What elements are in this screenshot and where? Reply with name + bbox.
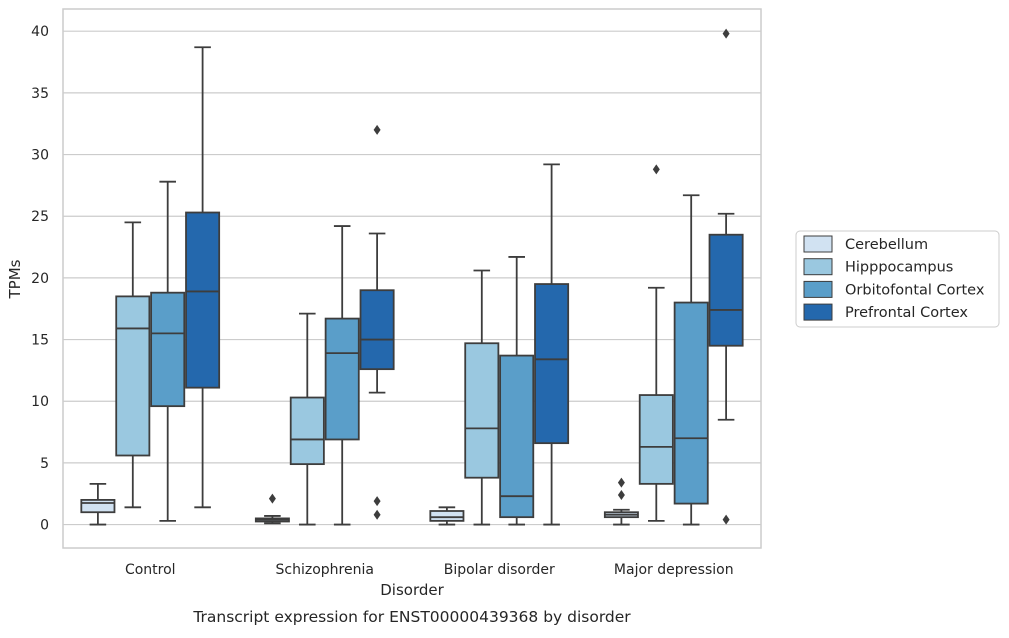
box: [638, 394, 674, 485]
box-group: [359, 124, 395, 520]
x-tick-label: Major depression: [614, 562, 734, 578]
box-group: [185, 46, 221, 509]
outlier-point: [617, 489, 625, 500]
outlier-point: [373, 496, 381, 507]
box-group: [603, 477, 639, 526]
box-group: [115, 221, 151, 509]
box: [324, 317, 360, 441]
legend-swatch: [803, 235, 833, 253]
y-tick-label: 15: [31, 333, 49, 349]
outlier-point: [268, 493, 276, 504]
x-axis-label: Disorder: [380, 581, 444, 599]
legend-label: Cerebellum: [845, 237, 928, 253]
outlier-point: [373, 509, 381, 520]
legend-label: Hipppocampus: [845, 260, 953, 276]
outlier-point: [722, 514, 730, 525]
box: [534, 283, 570, 445]
y-tick-labels: 0 5 10 15 20 25 30 35 40: [31, 24, 49, 533]
box-group: [150, 180, 186, 522]
box-group: [254, 493, 290, 525]
box: [289, 396, 325, 466]
box: [464, 342, 500, 479]
box: [150, 291, 186, 408]
box-group: [638, 164, 674, 522]
plot-frame: [62, 8, 762, 549]
outlier-point: [722, 28, 730, 39]
box: [708, 233, 744, 347]
outlier-point: [373, 124, 381, 135]
chart-caption: Transcript expression for ENST0000043936…: [192, 608, 631, 626]
legend-swatch: [803, 303, 833, 321]
box-group: [708, 28, 744, 525]
y-tick-label: 5: [40, 456, 49, 472]
legend-swatch: [803, 280, 833, 298]
box: [429, 510, 465, 522]
y-tick-label: 10: [31, 394, 49, 410]
legend-swatch: [803, 258, 833, 276]
y-tick-label: 40: [31, 24, 49, 40]
legend-label: Prefrontal Cortex: [845, 305, 968, 321]
box: [359, 289, 395, 371]
y-tick-label: 0: [40, 518, 49, 534]
y-axis-label: TPMs: [6, 259, 24, 299]
box-group: [80, 482, 116, 526]
box-group: [289, 312, 325, 526]
box-series: [80, 28, 744, 526]
box: [499, 354, 535, 519]
box-group: [464, 269, 500, 526]
x-tick-label: Control: [125, 562, 176, 578]
box: [185, 211, 221, 389]
outlier-point: [652, 164, 660, 175]
box-group: [324, 225, 360, 526]
outlier-point: [617, 477, 625, 488]
box: [115, 295, 151, 457]
y-tick-label: 20: [31, 271, 49, 287]
box-group: [429, 506, 465, 526]
y-tick-label: 35: [31, 86, 49, 102]
x-tick-labels: Control Schizophrenia Bipolar disorder Majo…: [125, 562, 734, 578]
box-group: [499, 256, 535, 526]
box-group: [673, 194, 709, 526]
box-group: [534, 163, 570, 526]
x-tick-label: Schizophrenia: [276, 562, 374, 578]
legend-frame: [795, 230, 1000, 328]
y-tick-label: 25: [31, 209, 49, 225]
y-tick-label: 30: [31, 148, 49, 164]
box: [80, 498, 116, 514]
legend: Cerebellum Hipppocampus Orbitofontal Corte…: [795, 230, 1000, 328]
x-tick-label: Bipolar disorder: [444, 562, 555, 578]
box: [673, 301, 709, 505]
legend-label: Orbitofontal Cortex: [845, 282, 985, 298]
